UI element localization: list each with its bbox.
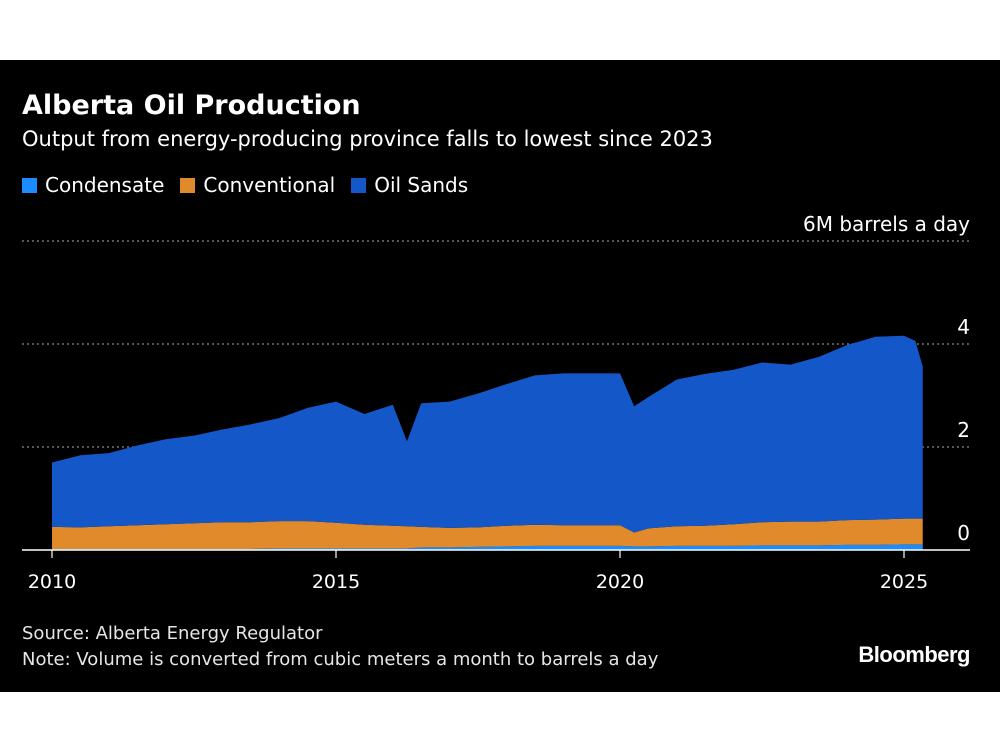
chart-legend: Condensate Conventional Oil Sands [22,173,484,197]
chart-panel: Alberta Oil Production Output from energ… [0,60,1000,692]
volume-note: Note: Volume is converted from cubic met… [22,649,659,670]
legend-item-conventional: Conventional [180,173,335,197]
area-chart: 2010 2015 2020 2025 0 2 4 6M barrels a day [22,212,970,593]
legend-label-oil-sands: Oil Sands [374,173,469,197]
legend-swatch-conventional [180,177,196,193]
x-tick-label-2015: 2015 [312,571,360,593]
area-series-condensate [52,544,923,550]
x-tick-label-2010: 2010 [28,571,76,593]
legend-item-oil-sands: Oil Sands [351,173,468,197]
legend-item-condensate: Condensate [22,173,164,197]
x-tick-label-2020: 2020 [596,571,644,593]
x-tick-label-2025: 2025 [880,571,928,593]
legend-label-condensate: Condensate [45,173,165,197]
legend-label-conventional: Conventional [203,173,336,197]
area-series-conventional [52,518,923,549]
bloomberg-logo: Bloomberg [858,642,970,667]
chart-title: Alberta Oil Production [22,90,361,121]
source-note: Source: Alberta Energy Regulator [22,623,323,644]
y-tick-label-0: 0 [957,521,970,545]
y-tick-label-2: 2 [957,418,970,442]
area-series-oil-sands [52,335,923,533]
chart-subtitle: Output from energy-producing province fa… [22,127,713,151]
legend-swatch-condensate [22,177,37,193]
y-tick-label-4: 4 [957,315,970,339]
y-unit-label: 6M barrels a day [803,212,970,236]
legend-swatch-oil-sands [351,177,367,193]
